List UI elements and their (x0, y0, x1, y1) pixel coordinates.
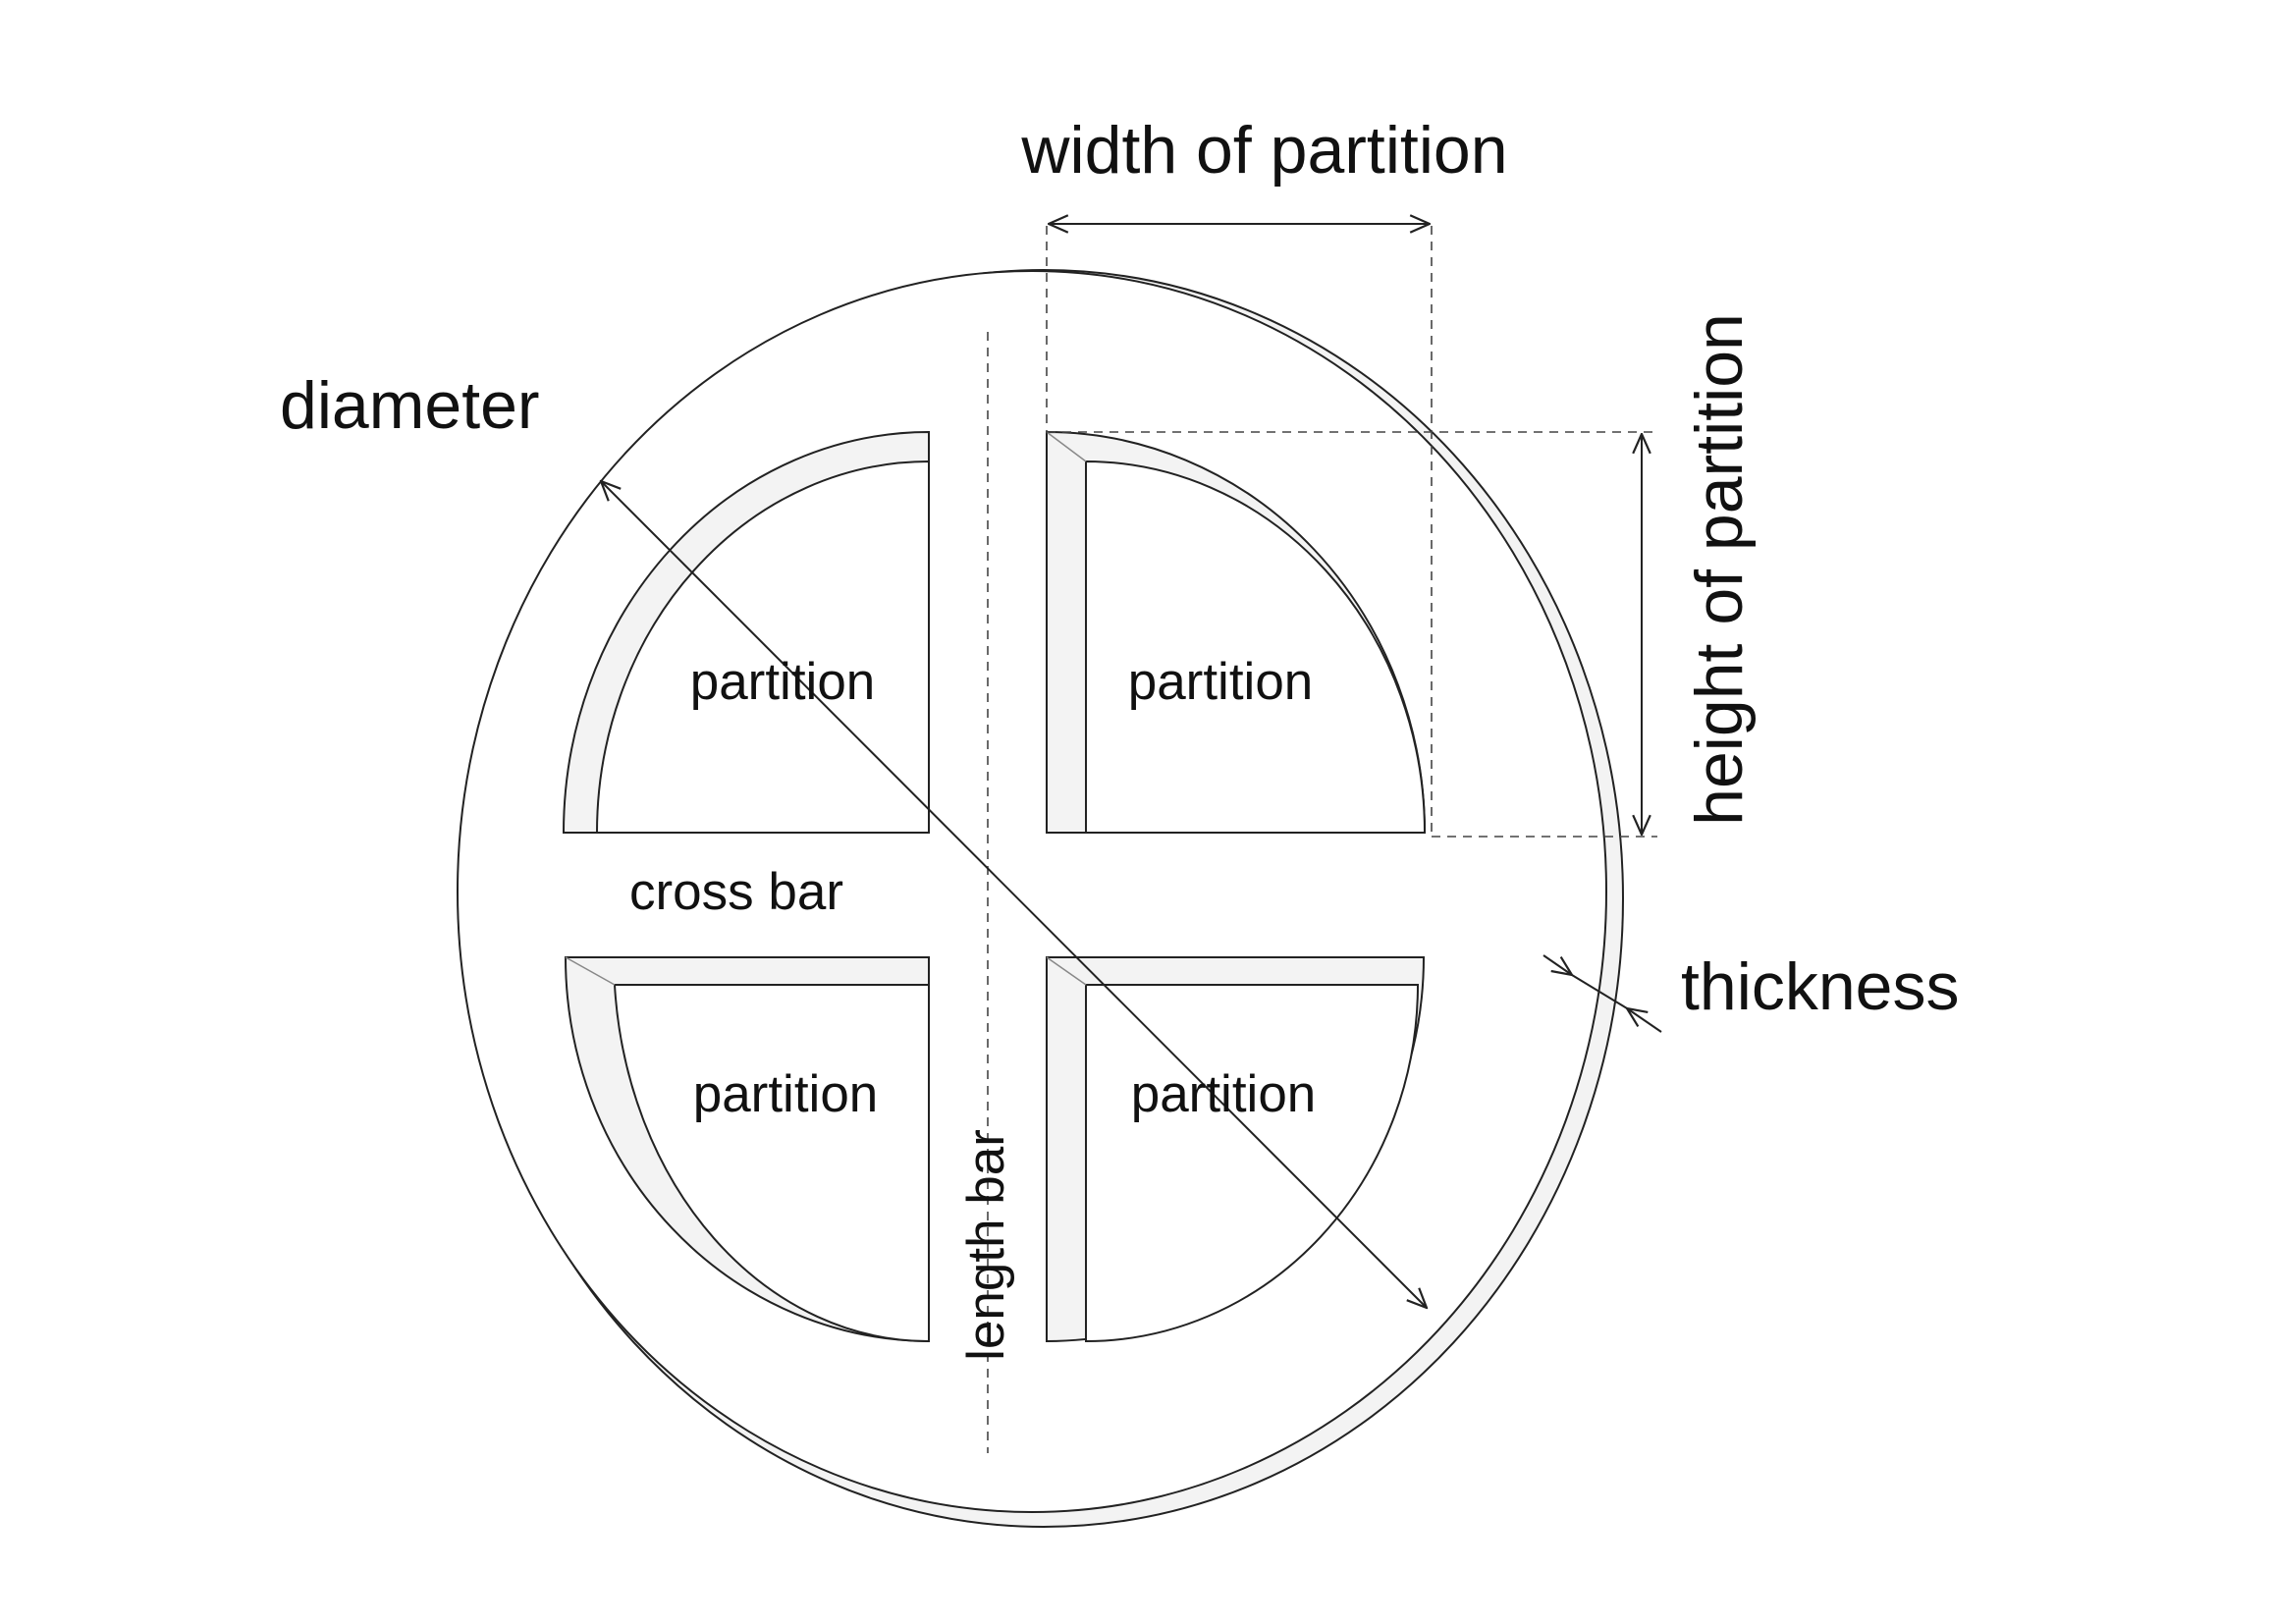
diameter-label: diameter (280, 368, 540, 443)
thickness-dimension (1542, 954, 1662, 1033)
length-bar-label: length bar (957, 1129, 1015, 1361)
height-of-partition-label: height of partition (1682, 313, 1757, 826)
thickness-label: thickness (1681, 949, 1959, 1024)
partition-label-top-right: partition (1128, 653, 1314, 711)
height-dimension (1047, 431, 1657, 838)
cross-bar-label: cross bar (629, 863, 843, 921)
diameter-arrow (601, 481, 1427, 1308)
width-dimension (1046, 224, 1433, 833)
width-of-partition-label: width of partition (1020, 113, 1507, 188)
partition-label-bottom-left: partition (693, 1065, 879, 1123)
partition-label-bottom-right: partition (1131, 1065, 1317, 1123)
partition-label-top-left: partition (690, 653, 876, 711)
